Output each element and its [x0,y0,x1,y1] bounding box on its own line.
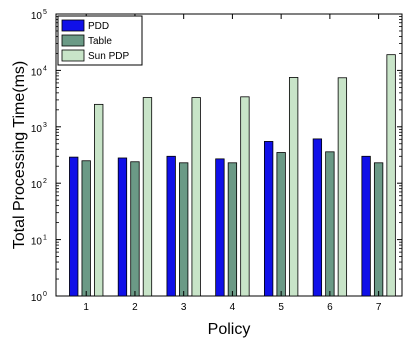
bar-sun-pdp-3 [191,97,201,297]
bar-sun-pdp-1 [94,103,104,297]
bar-sun-pdp-2 [142,97,153,297]
bar-sun-pdp-6 [337,77,348,297]
bar-sun-pdp-7 [386,54,396,297]
bar-table-1 [81,160,91,297]
legend-label: Sun PDP [88,51,129,62]
y-tick-exponent: 4 [43,65,47,72]
y-tick-exponent: 3 [43,122,47,129]
bars-group [69,54,396,297]
bar-pdd-1 [69,156,79,297]
bar-table-4 [227,162,238,297]
y-tick-exponent: 2 [43,178,47,185]
bar-sun-pdp-5 [288,77,299,297]
y-tick-label: 10 [31,293,43,304]
y-tick-label: 10 [31,237,43,248]
legend-swatch-table [61,34,85,47]
x-tick-label: 1 [83,302,89,313]
bar-pdd-3 [166,155,176,297]
bar-pdd-7 [361,155,371,297]
legend: PDD Table Sun PDP [57,15,143,66]
x-axis-title: Policy [208,321,251,338]
x-tick-label: 2 [132,302,138,313]
bar-table-3 [179,162,189,297]
bar-table-7 [373,162,384,297]
bar-pdd-4 [215,158,225,297]
x-tick-label: 7 [376,302,382,313]
y-axis-title: Total Processing Time(ms) [11,61,28,250]
y-tick-exponent: 5 [43,9,47,16]
y-tick-label: 10 [31,124,43,135]
bar-table-5 [276,152,286,297]
legend-label: PDD [88,21,109,32]
legend-swatch-pdd [61,19,85,32]
y-tick-exponent: 1 [43,235,47,242]
legend-label: Table [88,36,112,47]
x-tick-label: 4 [230,302,236,313]
bar-pdd-6 [312,138,323,297]
y-tick-label: 10 [31,11,43,22]
x-tick-label: 3 [181,302,187,313]
x-axis-ticks: 1 2 3 4 5 6 7 [83,14,382,313]
y-tick-label: 10 [31,180,43,191]
y-tick-label: 10 [31,67,43,78]
bar-table-6 [325,151,335,297]
y-tick-exponent: 0 [43,291,47,298]
bar-table-2 [130,161,140,297]
bar-pdd-2 [117,157,128,297]
bar-sun-pdp-4 [240,96,250,297]
bar-pdd-5 [263,141,274,297]
x-tick-label: 6 [327,302,333,313]
legend-swatch-sun-pdp [61,49,85,62]
x-tick-label: 5 [278,302,284,313]
